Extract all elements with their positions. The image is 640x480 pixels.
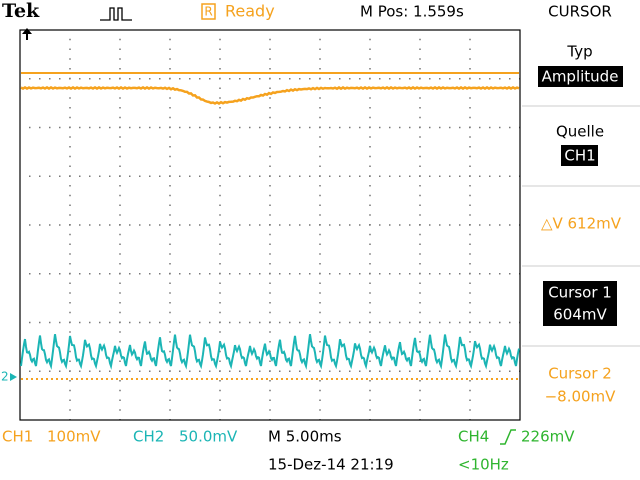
slope-icon bbox=[500, 429, 516, 445]
type-box bbox=[538, 66, 623, 87]
position: M Pos: 1.559s bbox=[360, 3, 464, 21]
source-label: Quelle bbox=[556, 123, 604, 141]
ch1-name: CH1 bbox=[2, 428, 33, 446]
cursor1-value[interactable]: 604mV bbox=[553, 306, 607, 324]
timebase: M 5.00ms bbox=[268, 428, 342, 446]
ch2-waveform bbox=[20, 334, 520, 370]
ch2-scale: 50.0mV bbox=[179, 428, 238, 446]
trigger-icon bbox=[100, 7, 132, 21]
datetime: 15-Dez-14 21:19 bbox=[268, 456, 394, 474]
type-label: Typ bbox=[566, 43, 592, 61]
status: Ready bbox=[225, 2, 275, 21]
cursor2-label[interactable]: Cursor 2 bbox=[548, 365, 612, 383]
source-value[interactable]: CH1 bbox=[564, 147, 595, 165]
frequency: <10Hz bbox=[458, 456, 509, 474]
ch2-name: CH2 bbox=[133, 428, 164, 446]
source-box bbox=[561, 145, 598, 166]
type-value[interactable]: Amplitude bbox=[542, 68, 619, 86]
delta-readout: △V 612mV bbox=[541, 215, 622, 233]
ch1-scale: 100mV bbox=[47, 428, 101, 446]
graticule bbox=[20, 30, 520, 420]
graticule-border bbox=[19, 29, 521, 421]
ch2-marker: 2 bbox=[1, 370, 9, 384]
cursor2-value[interactable]: −8.00mV bbox=[545, 388, 617, 406]
cursor1-label[interactable]: Cursor 1 bbox=[548, 284, 612, 302]
ch1-waveform bbox=[20, 85, 520, 105]
trigger-position-marker bbox=[22, 28, 32, 40]
mode: CURSOR bbox=[548, 3, 612, 21]
status-box bbox=[201, 3, 216, 20]
ch2-marker-arrow bbox=[10, 373, 17, 381]
ch4-name: CH4 bbox=[458, 428, 489, 446]
status-icon: R bbox=[204, 5, 212, 19]
brand: Tek bbox=[2, 0, 40, 22]
trigger-level: 226mV bbox=[521, 428, 575, 446]
cursor1-box bbox=[543, 281, 617, 326]
